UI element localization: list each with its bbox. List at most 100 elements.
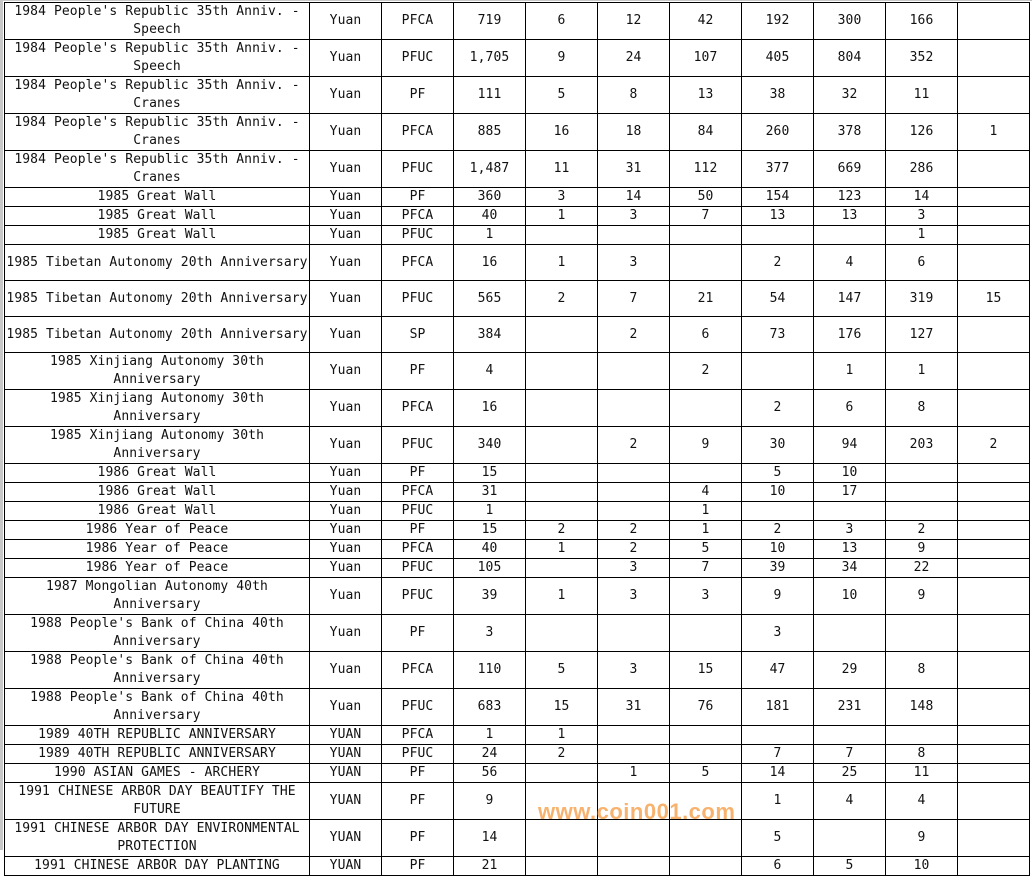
unit-cell: Yuan bbox=[309, 225, 382, 245]
unit-cell: Yuan bbox=[309, 244, 382, 281]
unit-cell: Yuan bbox=[309, 482, 382, 502]
coin-name-cell: 1986 Great Wall bbox=[4, 463, 310, 483]
table-row: 1984 People's Republic 35th Anniv. - Cra… bbox=[4, 76, 1030, 114]
unit-cell: Yuan bbox=[309, 150, 382, 188]
count-cell: 3 bbox=[525, 187, 598, 207]
table-row: 1986 Great Wall Yuan PFUC 1 1 bbox=[4, 501, 1030, 521]
count-cell: 203 bbox=[885, 426, 958, 464]
count-cell bbox=[597, 482, 670, 502]
count-cell bbox=[957, 389, 1030, 427]
grade-cell: PF bbox=[381, 763, 454, 783]
count-cell bbox=[957, 782, 1030, 820]
count-cell: 148 bbox=[885, 688, 958, 726]
grade-cell: PF bbox=[381, 856, 454, 876]
count-cell bbox=[813, 725, 886, 745]
count-cell: 38 bbox=[741, 76, 814, 114]
grade-cell: PFCA bbox=[381, 389, 454, 427]
count-cell: 300 bbox=[813, 2, 886, 40]
unit-cell: Yuan bbox=[309, 206, 382, 226]
count-cell: 31 bbox=[597, 150, 670, 188]
count-cell: 804 bbox=[813, 39, 886, 77]
count-cell: 181 bbox=[741, 688, 814, 726]
count-cell: 405 bbox=[741, 39, 814, 77]
count-cell bbox=[885, 614, 958, 652]
grade-cell: PF bbox=[381, 614, 454, 652]
count-cell bbox=[813, 501, 886, 521]
count-cell: 25 bbox=[813, 763, 886, 783]
total-cell: 1,705 bbox=[453, 39, 526, 77]
count-cell: 2 bbox=[741, 389, 814, 427]
count-cell: 3 bbox=[885, 206, 958, 226]
count-cell bbox=[525, 225, 598, 245]
grade-cell: PF bbox=[381, 819, 454, 857]
count-cell: 10 bbox=[885, 856, 958, 876]
count-cell: 1 bbox=[957, 113, 1030, 151]
count-cell bbox=[885, 501, 958, 521]
count-cell: 5 bbox=[669, 539, 742, 559]
coin-name-cell: 1989 40TH REPUBLIC ANNIVERSARY bbox=[4, 744, 310, 764]
count-cell: 10 bbox=[813, 577, 886, 615]
count-cell: 13 bbox=[813, 539, 886, 559]
grade-cell: PFUC bbox=[381, 744, 454, 764]
count-cell bbox=[669, 614, 742, 652]
count-cell bbox=[525, 426, 598, 464]
total-cell: 340 bbox=[453, 426, 526, 464]
count-cell bbox=[813, 225, 886, 245]
table-row: 1985 Xinjiang Autonomy 30th Anniversary Y… bbox=[4, 426, 1030, 464]
count-cell bbox=[957, 501, 1030, 521]
table-row: 1985 Great Wall Yuan PFCA 40 1 3 7 13 13 3 bbox=[4, 206, 1030, 226]
count-cell: 9 bbox=[885, 819, 958, 857]
count-cell: 11 bbox=[525, 150, 598, 188]
table-row: 1988 People's Bank of China 40th Anniver… bbox=[4, 651, 1030, 689]
unit-cell: Yuan bbox=[309, 577, 382, 615]
count-cell bbox=[525, 389, 598, 427]
count-cell: 123 bbox=[813, 187, 886, 207]
total-cell: 110 bbox=[453, 651, 526, 689]
count-cell: 319 bbox=[885, 280, 958, 317]
count-cell: 31 bbox=[597, 688, 670, 726]
count-cell: 10 bbox=[741, 482, 814, 502]
count-cell: 7 bbox=[813, 744, 886, 764]
coin-name-cell: 1985 Great Wall bbox=[4, 206, 310, 226]
count-cell bbox=[597, 819, 670, 857]
count-cell: 154 bbox=[741, 187, 814, 207]
table-row: 1985 Tibetan Autonomy 20th Anniversary Yu… bbox=[4, 316, 1030, 353]
count-cell: 13 bbox=[669, 76, 742, 114]
count-cell: 8 bbox=[885, 389, 958, 427]
grade-cell: PFCA bbox=[381, 725, 454, 745]
count-cell bbox=[957, 577, 1030, 615]
count-cell: 29 bbox=[813, 651, 886, 689]
table-row: 1985 Xinjiang Autonomy 30th Anniversary Y… bbox=[4, 352, 1030, 390]
count-cell bbox=[957, 558, 1030, 578]
count-cell bbox=[957, 316, 1030, 353]
coin-name-cell: 1991 CHINESE ARBOR DAY ENVIRONMENTAL PRO… bbox=[4, 819, 310, 857]
sheet-frame bbox=[0, 0, 1032, 850]
count-cell bbox=[525, 819, 598, 857]
count-cell: 73 bbox=[741, 316, 814, 353]
count-cell: 2 bbox=[741, 520, 814, 540]
count-cell bbox=[669, 819, 742, 857]
count-cell: 50 bbox=[669, 187, 742, 207]
count-cell: 15 bbox=[669, 651, 742, 689]
count-cell bbox=[597, 856, 670, 876]
count-cell bbox=[885, 725, 958, 745]
count-cell: 1 bbox=[597, 763, 670, 783]
coin-name-cell: 1989 40TH REPUBLIC ANNIVERSARY bbox=[4, 725, 310, 745]
count-cell: 1 bbox=[525, 725, 598, 745]
count-cell: 14 bbox=[741, 763, 814, 783]
unit-cell: Yuan bbox=[309, 463, 382, 483]
count-cell: 1 bbox=[741, 782, 814, 820]
count-cell: 10 bbox=[741, 539, 814, 559]
count-cell: 22 bbox=[885, 558, 958, 578]
count-cell: 17 bbox=[813, 482, 886, 502]
count-cell: 8 bbox=[885, 651, 958, 689]
count-cell: 42 bbox=[669, 2, 742, 40]
count-cell bbox=[525, 352, 598, 390]
table-row: 1986 Year of Peace Yuan PFCA 40 1 2 5 10 13 9 bbox=[4, 539, 1030, 559]
coin-name-cell: 1986 Year of Peace bbox=[4, 539, 310, 559]
unit-cell: Yuan bbox=[309, 187, 382, 207]
unit-cell: YUAN bbox=[309, 782, 382, 820]
coin-name-cell: 1985 Xinjiang Autonomy 30th Anniversary bbox=[4, 352, 310, 390]
coin-name-cell: 1984 People's Republic 35th Anniv. - Cra… bbox=[4, 76, 310, 114]
count-cell bbox=[957, 150, 1030, 188]
